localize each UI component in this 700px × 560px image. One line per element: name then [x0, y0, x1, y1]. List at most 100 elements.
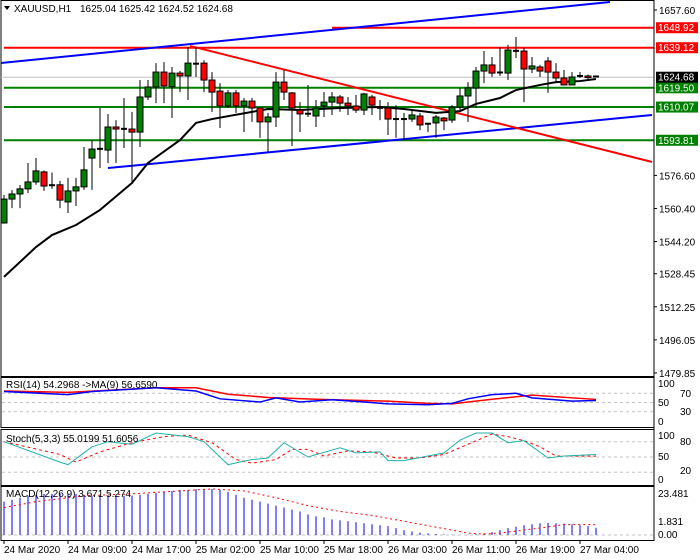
candle-body: [104, 126, 112, 151]
candle: [112, 120, 120, 163]
candle: [136, 80, 144, 148]
candle-body: [488, 64, 496, 74]
candle: [288, 92, 296, 146]
candle: [256, 107, 264, 138]
candle-body: [472, 70, 480, 89]
candle: [584, 74, 592, 80]
time-axis-label: 25 Mar 18:00: [324, 545, 383, 556]
symbol-timeframe: XAUUSD,H1: [14, 4, 72, 15]
candle: [368, 94, 376, 115]
candle-body: [216, 90, 224, 107]
candle-body: [368, 96, 376, 106]
candle-body: [280, 81, 288, 93]
current-price-label: 1624.68: [658, 73, 695, 84]
candle: [16, 184, 24, 209]
candle-body: [288, 92, 296, 109]
stoch-axis-label: 0: [658, 475, 664, 486]
candle-body: [528, 65, 536, 70]
trendline[interactable]: [107, 113, 653, 170]
time-axis-label: 25 Mar 10:00: [260, 545, 319, 556]
stoch-axis-label: 20: [680, 466, 692, 477]
candle: [184, 46, 192, 101]
candle: [1, 195, 8, 224]
candle-body: [296, 109, 304, 115]
candle: [360, 92, 368, 115]
candle-body: [360, 93, 368, 111]
candle-body: [1, 198, 8, 224]
candle-body: [32, 170, 40, 183]
candle: [160, 62, 168, 104]
candle-body: [264, 116, 272, 123]
candle: [88, 139, 96, 190]
candle: [49, 172, 55, 189]
current-price-label-box: [656, 71, 698, 83]
candle: [121, 98, 127, 149]
stoch-axis-label: 100: [658, 431, 675, 442]
candle: [472, 66, 480, 109]
price-axis-label: 1496.05: [659, 336, 696, 347]
level-price-label: 1610.07: [658, 103, 695, 114]
triangle-down-icon[interactable]: [4, 6, 10, 10]
candle-body: [560, 77, 568, 86]
time-axis-label: 24 Mar 09:00: [68, 545, 127, 556]
candle-body: [384, 107, 392, 120]
price-axis-label: 1479.85: [659, 369, 696, 380]
candle-body: [432, 116, 440, 124]
level-price-label: 1593.81: [658, 136, 695, 147]
candle: [320, 92, 328, 118]
trendline[interactable]: [0, 1, 611, 64]
candle: [480, 51, 488, 84]
candle-body: [256, 107, 264, 123]
candle: [440, 117, 448, 131]
candle: [528, 56, 536, 74]
rsi-axis-label: 100: [658, 379, 675, 390]
candle: [176, 71, 184, 93]
candle: [568, 72, 576, 86]
price-axis-label: 1560.40: [659, 204, 696, 215]
level-price-label-box: [656, 22, 698, 34]
candle-body: [544, 60, 552, 73]
candle: [152, 63, 160, 104]
candle: [80, 147, 88, 190]
candle: [488, 56, 496, 77]
candle: [432, 114, 440, 138]
candle-body: [56, 184, 64, 201]
candle: [305, 84, 311, 118]
rsi-axis-label: 0: [658, 417, 664, 428]
candle: [577, 72, 583, 78]
candle-body: [336, 96, 344, 104]
candle: [384, 102, 392, 135]
candle: [248, 98, 256, 122]
candle-body: [8, 193, 16, 200]
candle: [425, 122, 431, 133]
candle-body: [16, 188, 24, 195]
candle: [448, 105, 456, 123]
macd-label: MACD(12,26,9) 3.671 5.274: [6, 489, 132, 500]
level-price-label-box: [656, 101, 698, 113]
main-plot-area: [0, 1, 654, 278]
candle-body: [240, 100, 248, 107]
candle-body: [24, 181, 32, 190]
time-axis-label: 26 Mar 19:00: [516, 545, 575, 556]
candle-body: [328, 96, 336, 103]
candle-body: [136, 96, 144, 133]
main-chart-panel: [0, 0, 655, 377]
candle: [40, 170, 48, 191]
rsi-axis-label: 50: [658, 398, 670, 409]
candle: [497, 46, 503, 76]
candle-body: [520, 50, 528, 70]
candle: [377, 100, 383, 121]
level-price-label-box: [656, 42, 698, 54]
candle: [544, 56, 552, 93]
candle-body: [224, 92, 232, 107]
candle: [520, 47, 528, 103]
candle-body: [568, 76, 576, 86]
trendline[interactable]: [189, 44, 653, 163]
candle: [513, 36, 519, 58]
macd-signal-line: [3, 488, 597, 535]
candle: [64, 177, 72, 213]
candle-body: [208, 79, 216, 93]
rsi-line: [3, 387, 597, 406]
candle-body: [344, 102, 352, 107]
